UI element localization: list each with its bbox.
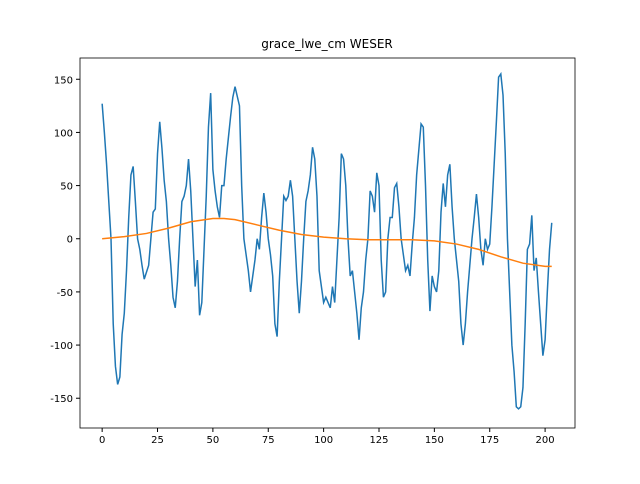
x-tick-label: 50 [207,435,220,446]
x-tick-label: 150 [425,435,444,446]
series-line [102,217,552,268]
y-tick-label: 150 [54,75,73,86]
x-tick-label: 25 [151,435,164,446]
y-tick-label: 0 [67,235,73,246]
y-tick-label: 100 [54,128,73,139]
chart-title: grace_lwe_cm WESER [261,37,393,51]
y-tick-label: -150 [50,394,73,405]
y-tick-label: 50 [60,182,73,193]
x-tick-label: 125 [369,435,388,446]
series-line [101,71,553,410]
x-tick-label: 0 [99,435,105,446]
y-tick-label: -100 [50,341,73,352]
y-tick-label: -50 [57,288,73,299]
x-tick-label: 100 [314,435,333,446]
x-tick-label: 75 [262,435,275,446]
plot-frame [79,57,576,429]
x-tick-label: 175 [480,435,499,446]
x-tick-label: 200 [536,435,555,446]
